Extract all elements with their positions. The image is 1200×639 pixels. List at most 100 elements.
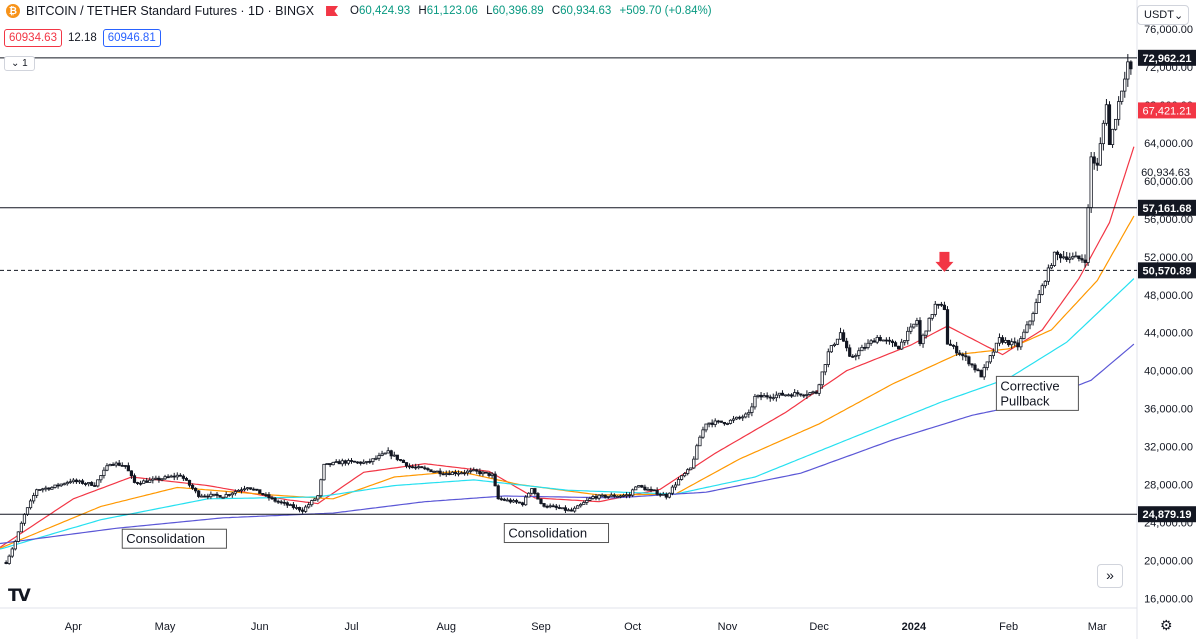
candle-body bbox=[138, 482, 143, 485]
candle bbox=[346, 458, 351, 466]
candle bbox=[683, 472, 687, 478]
candle-body bbox=[203, 495, 207, 498]
gear-icon[interactable]: ⚙ bbox=[1160, 617, 1173, 633]
candle-body bbox=[631, 489, 635, 496]
y-tick-label: 64,000.00 bbox=[1144, 138, 1193, 150]
candle bbox=[297, 506, 302, 513]
tradingview-logo-icon[interactable]: TV bbox=[8, 586, 31, 606]
candle bbox=[337, 459, 341, 465]
candle bbox=[539, 498, 543, 505]
candle bbox=[628, 492, 632, 499]
level-price-tag bbox=[1138, 199, 1196, 216]
candle bbox=[939, 301, 943, 307]
candle bbox=[652, 489, 656, 492]
candle bbox=[148, 477, 152, 483]
candle bbox=[1089, 151, 1093, 213]
candle-body bbox=[994, 342, 999, 353]
buy-button[interactable]: 60946.81 bbox=[102, 29, 161, 47]
candle-body bbox=[615, 495, 620, 498]
candle-body bbox=[670, 486, 675, 494]
candle bbox=[53, 484, 57, 489]
sell-button[interactable]: 60934.63 bbox=[4, 29, 62, 47]
candle bbox=[1095, 157, 1099, 171]
candle-body bbox=[970, 363, 974, 366]
candle-body bbox=[74, 479, 79, 483]
candle bbox=[952, 344, 956, 350]
candle bbox=[710, 419, 714, 428]
candle-body bbox=[1019, 338, 1023, 348]
candle-body bbox=[774, 394, 778, 399]
candle bbox=[860, 344, 864, 352]
candle bbox=[1049, 263, 1054, 270]
candle-body bbox=[175, 474, 179, 478]
last-price-label: 67,421.21 bbox=[1143, 105, 1192, 117]
candle bbox=[123, 465, 127, 469]
candle-body bbox=[249, 487, 253, 490]
candle-body bbox=[961, 354, 965, 357]
candle-body bbox=[181, 475, 185, 479]
candle-body bbox=[1062, 256, 1066, 259]
candle bbox=[426, 467, 430, 472]
candle-body bbox=[618, 495, 623, 498]
candle bbox=[13, 539, 17, 551]
candle bbox=[579, 502, 583, 508]
candle-body bbox=[502, 498, 506, 501]
candle bbox=[655, 487, 659, 496]
candle bbox=[472, 467, 476, 472]
level-price-tag bbox=[1138, 262, 1196, 279]
candle bbox=[374, 455, 378, 461]
candle bbox=[1019, 335, 1023, 350]
candle-body bbox=[1110, 128, 1115, 145]
candle-body bbox=[1034, 302, 1038, 314]
candle-body bbox=[41, 488, 45, 491]
x-tick-label: Jun bbox=[251, 621, 269, 633]
candle-body bbox=[551, 505, 555, 508]
candle bbox=[872, 338, 876, 343]
candle bbox=[890, 339, 895, 348]
candle-body bbox=[99, 475, 103, 481]
candle bbox=[557, 504, 561, 510]
candle bbox=[893, 340, 898, 347]
candle-body bbox=[762, 395, 766, 398]
candle bbox=[1071, 252, 1075, 261]
candle bbox=[181, 474, 185, 481]
candle-body bbox=[481, 471, 485, 475]
candle-body bbox=[297, 507, 302, 511]
candle bbox=[643, 484, 647, 491]
candle-body bbox=[126, 465, 130, 472]
y-tick-label: 28,000.00 bbox=[1144, 480, 1193, 492]
candle-body bbox=[157, 477, 161, 481]
candle bbox=[242, 485, 247, 492]
candle-body bbox=[1043, 280, 1047, 287]
candle-body bbox=[4, 562, 8, 564]
currency-select[interactable]: USDT ⌄ bbox=[1137, 5, 1189, 25]
candle-body bbox=[53, 484, 57, 488]
candle-body bbox=[365, 460, 369, 463]
symbol-title[interactable]: BITCOIN / TETHER Standard Futures · 1D ·… bbox=[26, 4, 315, 18]
candle bbox=[514, 498, 519, 504]
collapse-indicators-button[interactable]: ⌄ 1 bbox=[4, 56, 35, 71]
candle bbox=[933, 300, 937, 317]
candle-body bbox=[860, 346, 864, 352]
candle-body bbox=[747, 412, 751, 415]
candle bbox=[612, 493, 616, 498]
annotation-box: Consolidation bbox=[503, 523, 610, 544]
candle-body bbox=[637, 485, 641, 488]
flag-icon[interactable] bbox=[326, 6, 339, 16]
candle-body bbox=[1068, 257, 1072, 260]
y-tick-label: 76,000.00 bbox=[1144, 24, 1193, 36]
x-tick-label: Aug bbox=[436, 621, 456, 633]
candle bbox=[41, 487, 45, 493]
scroll-to-realtime-button[interactable]: » bbox=[1097, 564, 1123, 588]
candle bbox=[695, 443, 699, 460]
low-value: 60,396.89 bbox=[492, 5, 544, 17]
candle-body bbox=[624, 494, 629, 497]
candle bbox=[728, 419, 733, 425]
x-tick-label: 2024 bbox=[902, 621, 927, 633]
candle bbox=[967, 355, 971, 367]
candle bbox=[1025, 321, 1029, 334]
candle-body bbox=[985, 361, 989, 368]
candle bbox=[401, 459, 406, 463]
candle bbox=[1022, 329, 1026, 340]
